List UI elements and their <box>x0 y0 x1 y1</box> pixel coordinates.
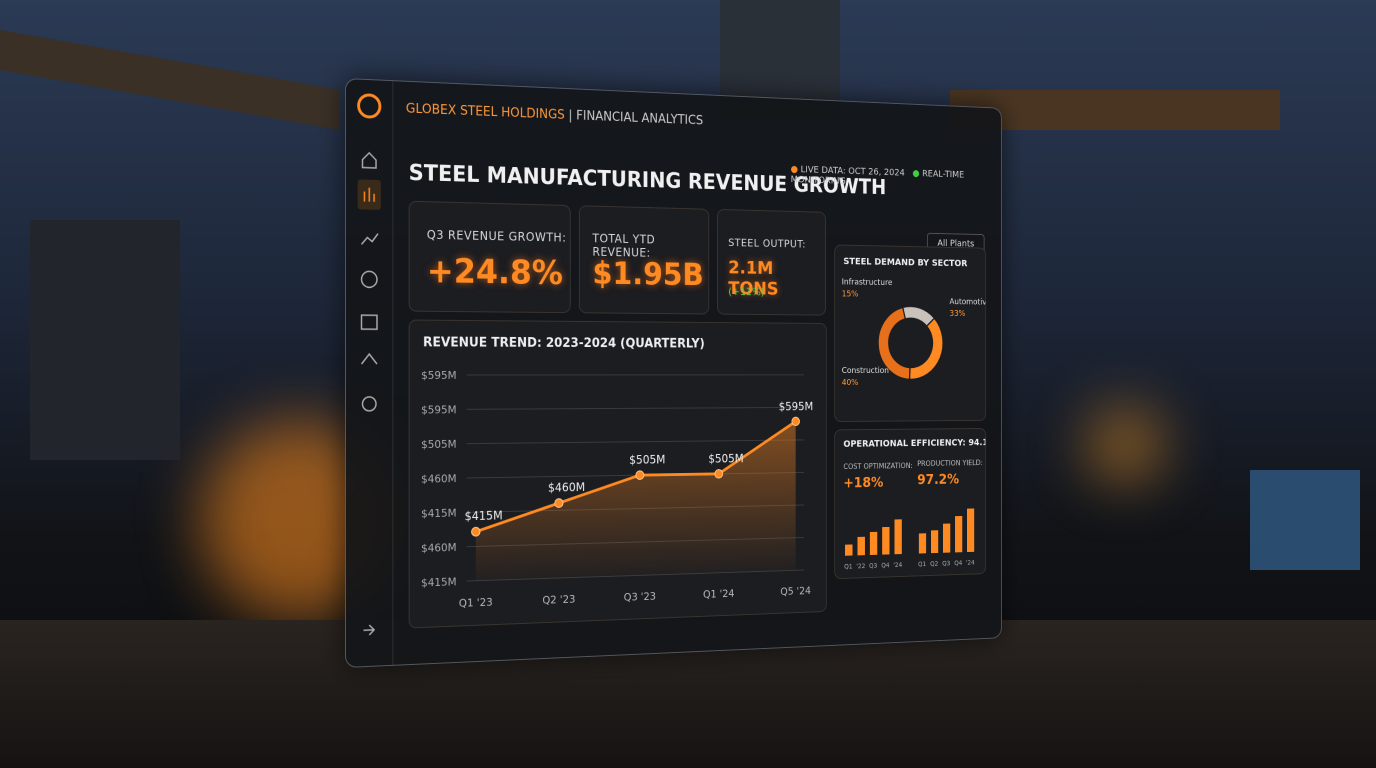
kpi-note: (+11%) <box>728 285 765 299</box>
value-label: $415M <box>465 508 503 523</box>
bar-decoration <box>882 526 890 555</box>
yield-value: 97.2% <box>917 472 959 488</box>
kpi-card: Q3 REVENUE GROWTH: +24.8% <box>408 200 571 314</box>
brand: GLOBEX STEEL HOLDINGS <box>405 101 565 123</box>
logout-icon[interactable] <box>363 625 374 635</box>
efficiency-card: OPERATIONAL EFFICIENCY: 94.1% COST OPTIM… <box>834 427 996 580</box>
y-label: $460M <box>421 472 456 486</box>
trend-point <box>636 471 644 480</box>
x-label: Q5 '24 <box>780 585 811 598</box>
sector-value: 33% <box>949 309 965 318</box>
active-nav[interactable] <box>357 179 381 210</box>
dashboard-frame: GLOBEX STEEL HOLDINGS | FINANCIAL ANALYT… <box>345 78 1002 668</box>
x-label: Q1 '24 <box>703 587 734 601</box>
home-icon[interactable] <box>362 153 376 168</box>
yield-bars <box>918 508 975 554</box>
x-label: Q3 <box>869 562 877 570</box>
value-label: $505M <box>629 453 665 467</box>
sector-name: Construction <box>842 366 889 375</box>
x-label: Q1 <box>918 561 926 569</box>
x-label: Q3 '23 <box>624 590 656 604</box>
grid-line <box>466 440 804 444</box>
y-label: $415M <box>421 507 456 521</box>
yield-label: PRODUCTION YIELD: <box>917 459 983 468</box>
x-label: Q1 <box>844 563 852 571</box>
bar-decoration <box>930 530 939 554</box>
x-label: Q1 '23 <box>459 596 493 610</box>
trend-point <box>792 417 800 425</box>
y-label: $595M <box>421 403 456 416</box>
efficiency-title: OPERATIONAL EFFICIENCY: 94.1% <box>843 438 985 450</box>
bar-decoration <box>894 519 902 555</box>
y-label: $415M <box>421 575 456 589</box>
sector-value: 40% <box>842 378 859 387</box>
value-label: $505M <box>708 452 743 466</box>
x-label: '22 <box>856 562 865 570</box>
value-label: $595M <box>779 400 813 413</box>
trend-point <box>555 499 563 508</box>
cost-bars <box>845 519 902 556</box>
pie-icon[interactable] <box>362 271 377 287</box>
y-label: $460M <box>421 541 456 555</box>
kpi-card: TOTAL YTD REVENUE: $1.95B <box>578 205 710 315</box>
trend-area <box>475 421 796 581</box>
x-label: Q3 <box>942 560 950 568</box>
donut-segment <box>910 318 943 379</box>
kpi-card: STEEL OUTPUT: 2.1M TONS (+11%) <box>717 208 826 316</box>
bar-decoration <box>918 533 927 554</box>
bar-decoration <box>857 536 865 556</box>
sector-name: Infrastructure <box>842 278 893 288</box>
settings-icon[interactable] <box>362 397 376 411</box>
sector-title: STEEL DEMAND BY SECTOR <box>843 257 967 269</box>
x-label: Q2 '23 <box>542 593 575 607</box>
sector-card: STEEL DEMAND BY SECTOR Infrastructure 15%… <box>834 244 991 423</box>
trend-chart: REVENUE TREND: 2023-2024 (QUARTERLY) $59… <box>421 335 813 610</box>
trend-icon[interactable] <box>362 233 378 244</box>
value-label: $460M <box>548 480 585 494</box>
kpi-label: STEEL OUTPUT: <box>728 236 806 251</box>
dashboard: GLOBEX STEEL HOLDINGS | FINANCIAL ANALYT… <box>345 78 1002 668</box>
y-label: $595M <box>421 369 456 382</box>
bar-decoration <box>845 544 853 556</box>
x-label: '24 <box>966 559 975 567</box>
ladle-glow <box>1090 410 1160 480</box>
x-label: Q4 <box>881 562 889 570</box>
cost-label: COST OPTIMIZATION: <box>843 461 912 470</box>
ops-icon[interactable] <box>362 354 377 364</box>
grid-line <box>466 407 804 409</box>
x-label: Q2 <box>930 560 938 568</box>
sector-value: 15% <box>842 290 859 300</box>
y-label: $505M <box>421 438 456 451</box>
trend-title: REVENUE TREND: 2023-2024 (QUARTERLY) <box>423 335 705 351</box>
brand-line: GLOBEX STEEL HOLDINGS | FINANCIAL ANALYT… <box>406 102 703 129</box>
trend-card: REVENUE TREND: 2023-2024 (QUARTERLY) $59… <box>408 319 827 629</box>
kpi-value: +24.8% <box>426 251 563 293</box>
report-icon[interactable] <box>362 315 377 329</box>
sidebar-icons <box>346 79 392 669</box>
structure <box>0 30 340 130</box>
sector-name: Automotive <box>949 298 985 308</box>
bar-decoration <box>955 515 963 553</box>
status-dot: ● <box>912 168 920 179</box>
kpi-value: $1.95B <box>592 254 704 293</box>
status-dot: ● <box>790 164 798 175</box>
bar-decoration <box>869 531 878 556</box>
x-label: Q4 <box>954 559 962 567</box>
sector-chart: STEEL DEMAND BY SECTOR Infrastructure 15%… <box>842 257 991 388</box>
section: | FINANCIAL ANALYTICS <box>568 108 704 129</box>
structure <box>950 90 1280 130</box>
kpi-label: Q3 REVENUE GROWTH: <box>426 227 567 245</box>
trend-point <box>472 527 480 536</box>
bar-decoration <box>943 523 951 553</box>
structure <box>30 220 180 460</box>
cost-value: +18% <box>843 475 883 492</box>
x-label: '24 <box>893 561 902 569</box>
sidebar <box>345 79 394 669</box>
efficiency-panel: OPERATIONAL EFFICIENCY: 94.1% COST OPTIM… <box>843 438 996 571</box>
bar-decoration <box>967 508 975 553</box>
trend-point <box>715 470 723 479</box>
structure <box>1250 470 1360 570</box>
logo <box>359 95 380 118</box>
